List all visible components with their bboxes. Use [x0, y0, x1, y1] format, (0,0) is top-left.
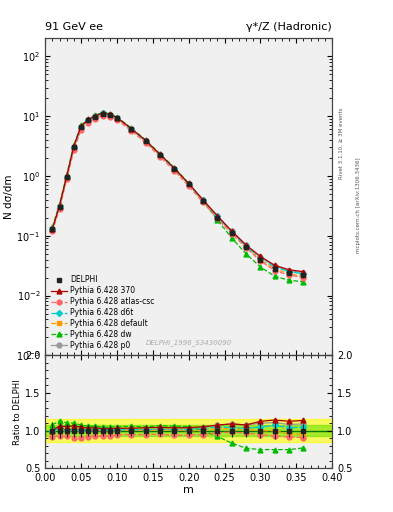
Y-axis label: Ratio to DELPHI: Ratio to DELPHI — [13, 379, 22, 445]
Text: mcplots.cern.ch [arXiv:1306.3436]: mcplots.cern.ch [arXiv:1306.3436] — [356, 157, 361, 252]
Y-axis label: N dσ/dm: N dσ/dm — [4, 175, 14, 219]
Text: DELPHI_1996_S3430090: DELPHI_1996_S3430090 — [145, 339, 232, 346]
X-axis label: m: m — [183, 485, 194, 495]
Legend: DELPHI, Pythia 6.428 370, Pythia 6.428 atlas-csc, Pythia 6.428 d6t, Pythia 6.428: DELPHI, Pythia 6.428 370, Pythia 6.428 a… — [49, 274, 156, 351]
Bar — [45, 425, 332, 436]
Text: γ*/Z (Hadronic): γ*/Z (Hadronic) — [246, 22, 332, 32]
Text: Rivet 3.1.10, ≥ 3M events: Rivet 3.1.10, ≥ 3M events — [339, 108, 344, 179]
Text: 91 GeV ee: 91 GeV ee — [45, 22, 103, 32]
Bar — [45, 419, 332, 442]
